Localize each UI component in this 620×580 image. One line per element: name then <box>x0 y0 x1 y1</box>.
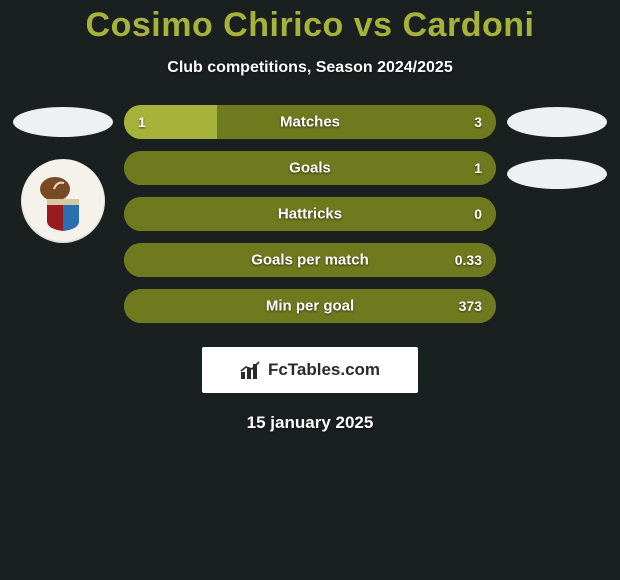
main-row: Matches 1 3 Goals 1 Hattricks 0 Goals per match… <box>0 105 620 323</box>
player2-photo-placeholder <box>507 107 607 137</box>
stat-right-value: 3 <box>474 114 482 130</box>
stat-label: Matches <box>280 114 340 131</box>
player1-club-badge <box>21 159 105 243</box>
right-player-column <box>502 105 612 189</box>
stat-right-value: 373 <box>459 298 482 314</box>
branding-text: FcTables.com <box>268 360 380 380</box>
stat-bar: Matches 1 3 <box>124 105 496 139</box>
stat-right-value: 0 <box>474 206 482 222</box>
stat-bar: Min per goal 373 <box>124 289 496 323</box>
player2-club-placeholder <box>507 159 607 189</box>
stat-right-value: 1 <box>474 160 482 176</box>
stat-left-value: 1 <box>138 114 146 130</box>
stat-label: Goals per match <box>251 252 369 269</box>
stat-label: Min per goal <box>266 298 354 315</box>
stat-right-value: 0.33 <box>455 252 482 268</box>
page-title: Cosimo Chirico vs Cardoni <box>0 0 620 45</box>
stat-bar-right-fill <box>217 105 496 139</box>
club-crest-icon <box>31 169 95 233</box>
stat-bars: Matches 1 3 Goals 1 Hattricks 0 Goals per match… <box>118 105 502 323</box>
subtitle: Club competitions, Season 2024/2025 <box>0 59 620 77</box>
comparison-infographic: Cosimo Chirico vs Cardoni Club competiti… <box>0 0 620 580</box>
bar-chart-icon <box>240 360 262 380</box>
date: 15 january 2025 <box>0 413 620 433</box>
left-player-column <box>8 105 118 243</box>
stat-label: Hattricks <box>278 206 342 223</box>
player1-photo-placeholder <box>13 107 113 137</box>
stat-bar: Goals 1 <box>124 151 496 185</box>
stat-bar: Goals per match 0.33 <box>124 243 496 277</box>
branding-badge: FcTables.com <box>202 347 418 393</box>
stat-label: Goals <box>289 160 331 177</box>
stat-bar: Hattricks 0 <box>124 197 496 231</box>
